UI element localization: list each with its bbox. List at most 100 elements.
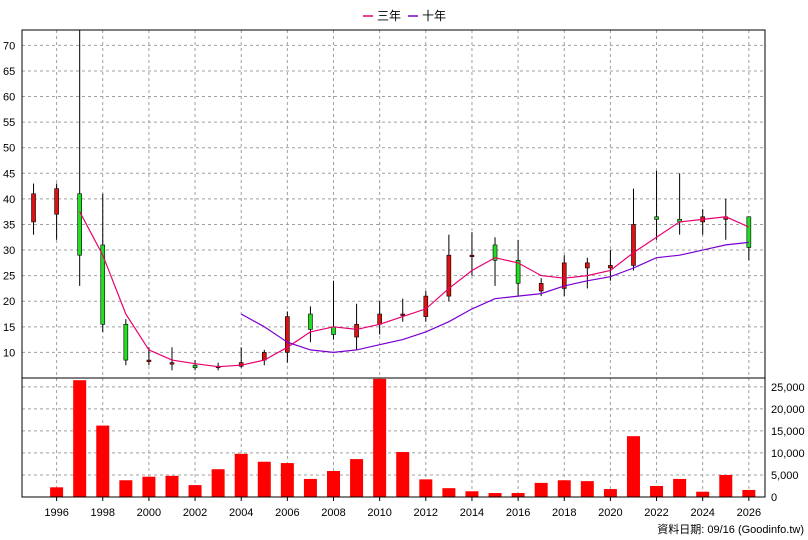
price-y-tick-label: 55 — [3, 117, 15, 129]
volume-bar — [327, 470, 341, 497]
volume-bar — [650, 485, 664, 497]
legend: 三年 十年 — [363, 9, 446, 23]
volume-bar — [603, 489, 617, 497]
price-y-tick-label: 65 — [3, 66, 15, 78]
price-y-tick-label: 50 — [3, 143, 15, 155]
ma-10yr-line — [240, 241, 749, 354]
volume-gridlines — [22, 378, 765, 498]
volume-y-axis: 0 5,000 10,000 15,000 20,000 25,000 — [771, 382, 805, 504]
volume-bar — [142, 476, 156, 497]
volume-panel: 0 5,000 10,000 15,000 20,000 25,000 — [22, 378, 805, 504]
volume-bar — [442, 488, 456, 497]
volume-y-tick-label: 5,000 — [771, 470, 799, 482]
volume-bar — [188, 485, 202, 497]
ma-3yr-line — [79, 211, 750, 368]
candle-body — [469, 254, 475, 257]
volume-bar-series — [50, 378, 756, 497]
price-panel: 10 15 20 25 30 35 40 45 50 55 60 65 70 — [3, 30, 765, 378]
x-tick-label: 2020 — [598, 507, 622, 519]
x-tick-label: 2010 — [367, 507, 391, 519]
price-y-tick-label: 30 — [3, 245, 15, 257]
volume-bar — [673, 478, 687, 497]
candle-body — [561, 262, 567, 289]
candle-body — [285, 316, 290, 353]
price-y-tick-label: 20 — [3, 296, 15, 308]
volume-bar — [373, 378, 387, 497]
volume-y-tick-label: 0 — [771, 492, 777, 504]
price-y-tick-label: 45 — [3, 168, 15, 180]
candle-body — [169, 362, 175, 365]
candle-body — [400, 313, 406, 316]
x-tick-label: 2022 — [644, 507, 668, 519]
candle-body — [423, 295, 429, 317]
volume-bar — [50, 487, 64, 497]
volume-bar — [96, 425, 110, 497]
price-y-tick-label: 15 — [3, 322, 15, 334]
volume-y-tick-label: 25,000 — [771, 382, 805, 394]
price-y-tick-label: 70 — [3, 40, 15, 52]
candle-body — [515, 259, 521, 284]
volume-bar — [488, 493, 502, 497]
candle-body — [54, 188, 59, 215]
volume-bar — [257, 461, 271, 497]
candle-body — [631, 224, 636, 266]
legend-label-3yr: 三年 — [377, 9, 401, 23]
volume-bar — [280, 463, 294, 497]
x-tick-label: 2006 — [275, 507, 299, 519]
source-date-label: 資料日期: 09/16 (Goodinfo.tw) — [657, 522, 804, 536]
candle-body — [608, 265, 613, 269]
price-y-tick-label: 25 — [3, 271, 15, 283]
volume-bar — [742, 489, 756, 497]
candle-body — [654, 216, 659, 220]
x-tick-label: 2012 — [414, 507, 438, 519]
volume-bar — [465, 491, 479, 497]
volume-bar — [303, 478, 317, 497]
candle-body — [446, 254, 452, 297]
candle-body — [31, 193, 36, 223]
candle-body — [331, 326, 336, 335]
x-tick-label: 1998 — [91, 507, 115, 519]
volume-bar — [350, 459, 364, 497]
x-tick-label: 2002 — [183, 507, 207, 519]
candle-body — [538, 283, 544, 292]
candle-body — [77, 193, 82, 256]
volume-y-tick-label: 15,000 — [771, 426, 805, 438]
x-axis: 1996 1998 2000 2002 2004 2006 2008 2010 2012 2014… — [44, 497, 761, 519]
candlestick-series — [31, 30, 752, 371]
volume-bar — [119, 480, 133, 497]
volume-bar — [73, 380, 87, 497]
x-tick-label: 2016 — [506, 507, 530, 519]
volume-bar — [234, 453, 248, 497]
volume-bar — [165, 475, 179, 497]
x-tick-label: 2018 — [552, 507, 576, 519]
volume-bar — [396, 452, 410, 497]
candle-body — [377, 313, 382, 325]
moving-average-lines — [79, 211, 750, 368]
legend-label-10yr: 十年 — [422, 9, 446, 23]
price-y-tick-label: 10 — [3, 347, 15, 359]
x-tick-label: 1996 — [44, 507, 68, 519]
x-tick-label: 2008 — [321, 507, 345, 519]
candle-body — [100, 244, 106, 325]
x-tick-label: 2024 — [690, 507, 714, 519]
volume-bar — [557, 480, 571, 497]
volume-bar — [580, 481, 594, 497]
price-y-tick-label: 40 — [3, 194, 15, 206]
candle-body — [123, 323, 129, 361]
volume-bar — [696, 491, 710, 497]
volume-bar — [534, 482, 548, 497]
candle-body — [492, 244, 498, 261]
x-tick-label: 2004 — [229, 507, 253, 519]
volume-y-tick-label: 10,000 — [771, 448, 805, 460]
axes-frame — [21, 29, 766, 498]
price-y-tick-label: 35 — [3, 219, 15, 231]
candle-body — [308, 313, 313, 330]
volume-bar — [719, 474, 733, 497]
candle-body — [146, 359, 152, 362]
volume-bar — [211, 469, 225, 497]
x-tick-label: 2026 — [737, 507, 761, 519]
volume-bar — [511, 493, 525, 497]
candle-body — [354, 323, 359, 338]
price-y-axis: 10 15 20 25 30 35 40 45 50 55 60 65 70 — [3, 40, 15, 359]
